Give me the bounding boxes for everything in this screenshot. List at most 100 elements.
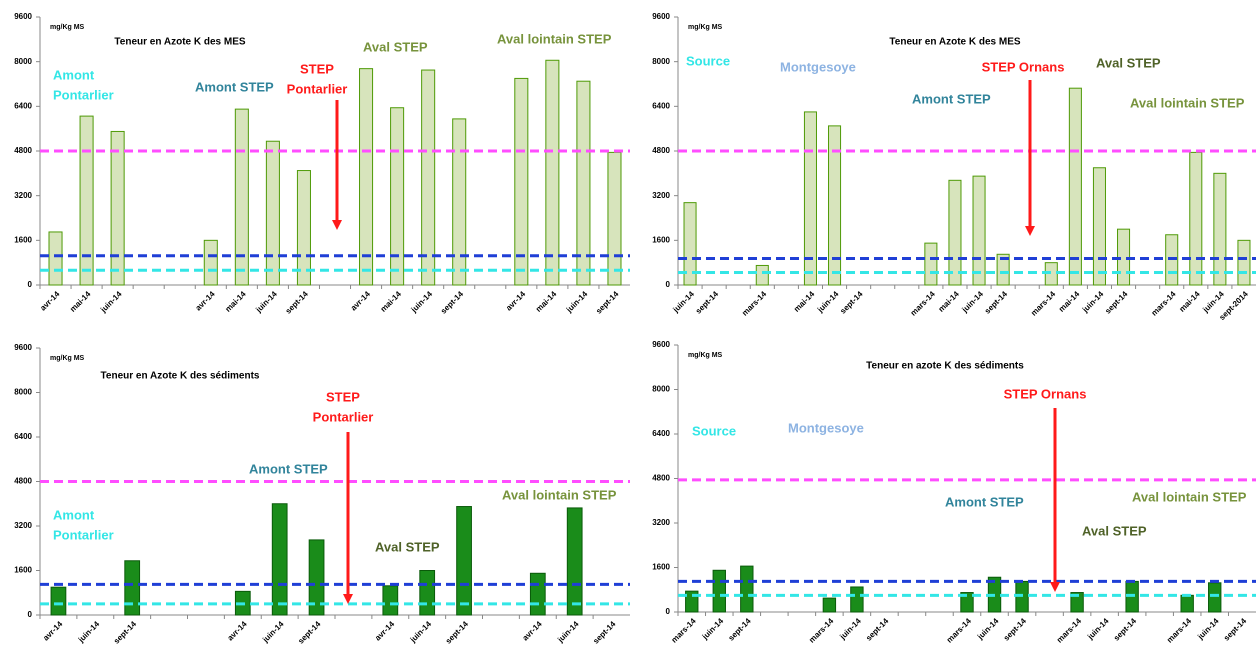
annotation: STEP Ornans: [982, 59, 1065, 74]
annotation: STEP: [326, 389, 360, 404]
bar: [1180, 594, 1194, 613]
x-tick-label: sept-14: [838, 289, 865, 316]
x-tick-label: juin-14: [98, 289, 124, 315]
bar: [972, 175, 986, 286]
x-tick-label: juin-14: [260, 619, 286, 645]
x-tick-label: juin-14: [671, 289, 697, 315]
y-tick-label: 3200: [14, 191, 32, 200]
y-tick-label: 8000: [14, 388, 32, 397]
y-axis-unit: mg/Kg MS: [50, 355, 85, 362]
bar: [308, 539, 325, 616]
x-tick-label: sept-14: [444, 619, 471, 646]
x-tick-label: sept-14: [112, 619, 139, 646]
x-tick-label: mai-14: [937, 289, 962, 314]
y-tick-label: 1600: [652, 563, 670, 572]
x-tick-label: juin-14: [564, 289, 590, 315]
annotation: Pontarlier: [313, 409, 374, 424]
x-tick-label: juin-14: [408, 619, 434, 645]
x-tick-label: mars-14: [1165, 616, 1193, 644]
x-tick-label: avr-14: [504, 289, 527, 312]
bar: [822, 597, 837, 613]
annotation: Amont: [53, 507, 95, 522]
annotation: Montgesoye: [780, 59, 856, 74]
annotation: Aval lointain STEP: [502, 487, 617, 502]
bar: [271, 503, 288, 616]
bar: [514, 77, 529, 286]
x-tick-label: mai-14: [534, 289, 559, 314]
y-tick-label: 6400: [14, 101, 32, 110]
bar: [124, 560, 141, 616]
arrow-head: [332, 220, 342, 230]
bar: [296, 170, 311, 286]
x-tick-label: mai-14: [68, 289, 93, 314]
y-axis-unit: mg/Kg MS: [50, 24, 85, 31]
bar: [960, 592, 974, 613]
x-tick-label: sept-14: [439, 289, 466, 316]
annotation: Montgesoye: [788, 420, 864, 435]
bar: [529, 572, 546, 616]
y-tick-label: 9600: [14, 12, 32, 21]
y-tick-label: 0: [28, 610, 33, 619]
bar: [79, 115, 94, 286]
x-tick-label: mars-14: [1150, 289, 1178, 317]
bar: [452, 118, 467, 286]
x-tick-label: mai-14: [792, 289, 817, 314]
chart-title: Teneur en Azote K des sédiments: [101, 371, 260, 382]
bar: [1068, 87, 1082, 286]
bar: [755, 264, 769, 286]
x-tick-label: sept-14: [1112, 616, 1139, 643]
x-tick-label: avr-14: [41, 619, 64, 642]
annotation: Amont: [53, 67, 95, 82]
bar: [1092, 167, 1106, 286]
y-tick-label: 3200: [14, 521, 32, 530]
y-tick-label: 1600: [14, 566, 32, 575]
x-tick-label: juin-14: [1195, 616, 1221, 642]
x-tick-label: juin-14: [815, 289, 841, 315]
bar: [850, 586, 864, 613]
bar: [607, 151, 622, 286]
x-tick-label: juin-14: [1085, 616, 1111, 642]
arrow-head: [343, 594, 353, 604]
y-tick-label: 0: [28, 280, 33, 289]
y-tick-label: 4800: [14, 146, 32, 155]
y-tick-label: 6400: [14, 432, 32, 441]
annotation: Aval STEP: [1096, 55, 1161, 70]
y-tick-label: 8000: [652, 385, 670, 394]
bar: [1213, 172, 1227, 286]
bar: [545, 59, 560, 286]
x-tick-label: sept-14: [694, 289, 721, 316]
annotation: Pontarlier: [53, 87, 114, 102]
x-tick-label: juin-14: [555, 619, 581, 645]
bar: [683, 202, 697, 286]
bar: [48, 231, 63, 286]
bar: [50, 586, 67, 616]
annotation: Aval STEP: [375, 539, 440, 554]
y-tick-label: 4800: [14, 477, 32, 486]
annotation: Source: [686, 53, 730, 68]
x-tick-label: sept-14: [1002, 616, 1029, 643]
x-tick-label: sept-14: [296, 619, 323, 646]
x-tick-label: mai-14: [379, 289, 404, 314]
x-tick-label: juin-14: [700, 616, 726, 642]
y-tick-label: 8000: [14, 57, 32, 66]
x-tick-label: juin-14: [253, 289, 279, 315]
y-tick-label: 8000: [652, 57, 670, 66]
bar: [740, 565, 754, 613]
annotation: Amont STEP: [195, 79, 274, 94]
x-tick-label: mai-14: [1057, 289, 1082, 314]
y-tick-label: 6400: [652, 101, 670, 110]
x-tick-label: mai-14: [223, 289, 248, 314]
x-tick-label: mars-14: [909, 289, 937, 317]
x-tick-label: sept-14: [1222, 616, 1249, 643]
annotation: Amont STEP: [945, 494, 1024, 509]
x-tick-label: mars-14: [740, 289, 768, 317]
bar: [419, 570, 436, 616]
y-tick-label: 3200: [652, 191, 670, 200]
y-tick-label: 9600: [652, 12, 670, 21]
bar: [1237, 239, 1251, 286]
y-tick-label: 1600: [652, 235, 670, 244]
y-tick-label: 1600: [14, 235, 32, 244]
y-tick-label: 4800: [652, 474, 670, 483]
y-axis-unit: mg/Kg MS: [688, 24, 723, 31]
